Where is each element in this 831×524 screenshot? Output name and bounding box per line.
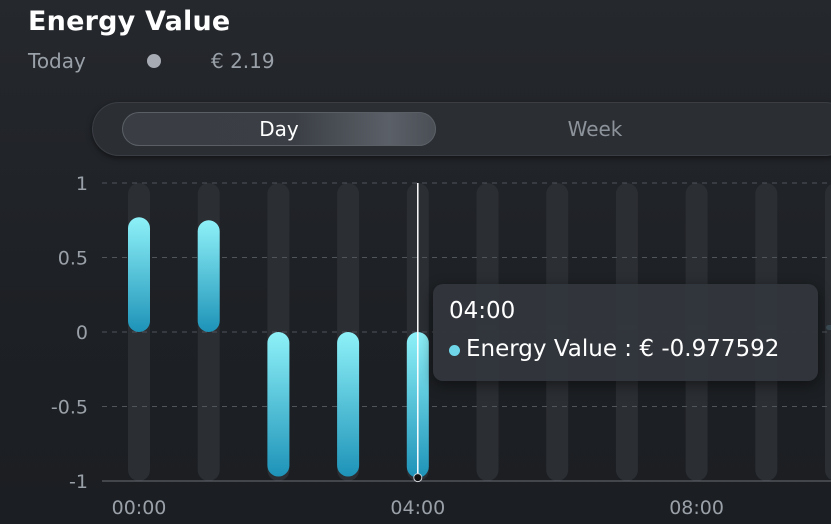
tooltip-time: 04:00 [449, 298, 516, 324]
period-toggle: Day Week [92, 102, 831, 156]
y-tick-label: 1 [76, 173, 88, 195]
bar-track [825, 184, 831, 480]
period-label: Today [28, 49, 86, 73]
tooltip-value: Energy Value : € -0.977592 [466, 336, 780, 362]
chart-title: Energy Value [28, 6, 231, 37]
bar [826, 325, 831, 330]
y-tick-label: 0.5 [58, 248, 88, 270]
tooltip-series-dot-icon [449, 345, 460, 356]
tab-week[interactable]: Week [567, 117, 623, 141]
bar [197, 220, 220, 332]
tooltip-value-text: € -0.977592 [639, 336, 780, 362]
total-value: € 2.19 [211, 49, 275, 73]
bar [337, 332, 360, 477]
bar [267, 332, 290, 477]
bar [128, 217, 150, 332]
y-tick-label: 0 [76, 322, 88, 344]
x-tick-label: 08:00 [669, 497, 724, 519]
legend-dot-icon [147, 54, 161, 68]
hover-point [413, 473, 423, 483]
chart-tooltip: 04:00 Energy Value : € -0.977592 [433, 284, 818, 381]
tooltip-series-label: Energy Value [466, 336, 617, 362]
y-tick-label: -1 [69, 471, 88, 493]
x-tick-label: 00:00 [112, 497, 167, 519]
x-tick-label: 04:00 [390, 497, 445, 519]
y-tick-label: -0.5 [51, 397, 88, 419]
tab-day[interactable]: Day [122, 112, 436, 146]
